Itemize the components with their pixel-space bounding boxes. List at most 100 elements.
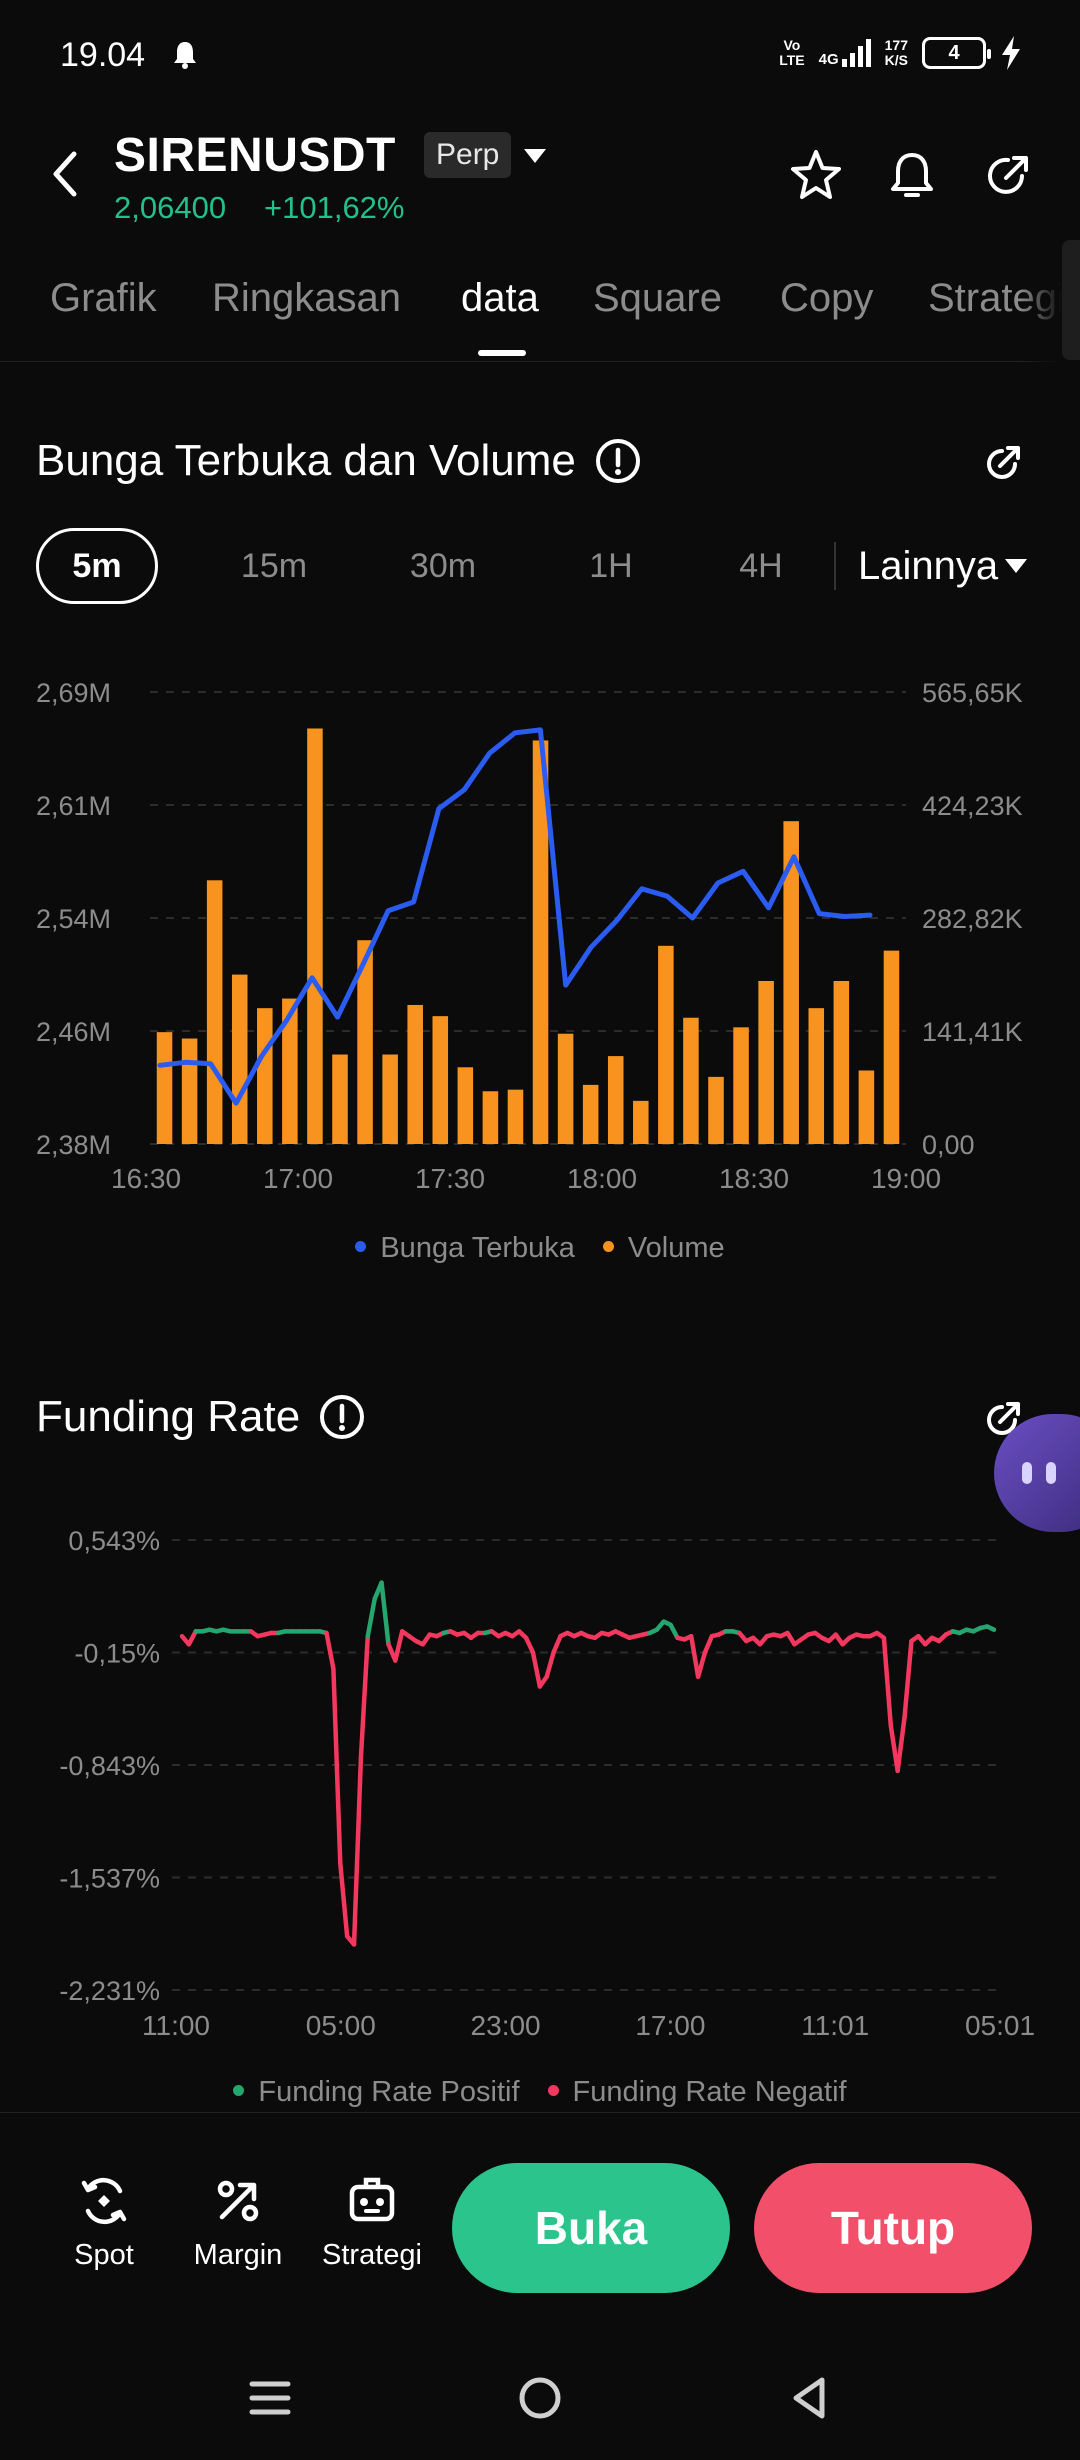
volume-bar [231, 974, 248, 1144]
expand-chart-icon[interactable] [978, 438, 1028, 488]
recents-menu-icon[interactable] [240, 2368, 300, 2428]
volume-bar [482, 1091, 499, 1144]
strategy-button[interactable]: Strategi [312, 2173, 432, 2272]
volume-bar [407, 1004, 423, 1144]
margin-icon [217, 2180, 259, 2222]
tab-copy[interactable]: Copy [780, 276, 874, 320]
volume-bar [257, 1008, 273, 1144]
scroll-grip [1062, 240, 1080, 360]
caret-down-icon[interactable] [522, 146, 548, 166]
volume-bar [282, 998, 298, 1144]
interval-divider [834, 542, 836, 590]
y-left-tick-label: 2,46M [36, 1017, 111, 1047]
clock: 19.04 [60, 36, 146, 74]
symbol-title[interactable]: SIRENUSDT [114, 129, 396, 182]
expand-chart-icon[interactable] [978, 1394, 1028, 1444]
interval-4h[interactable]: 4H [739, 547, 783, 585]
network-indicator: 4G [819, 39, 871, 67]
charging-bolt-icon [1002, 36, 1020, 70]
x-tick-label: 19:00 [871, 1163, 941, 1194]
legend-funding-negative: Funding Rate Negatif [547, 2076, 847, 2109]
tab-data[interactable]: data [461, 276, 539, 320]
interval-1h[interactable]: 1H [589, 547, 633, 585]
y-tick-label: -0,843% [59, 1751, 160, 1781]
funding-rate-segment [365, 1596, 377, 1639]
volte-indicator: Vo LTE [779, 37, 805, 68]
y-tick-label: -2,231% [59, 1976, 160, 2006]
funding-rate-segment [551, 1633, 563, 1655]
speed-indicator: 177 K/S [884, 37, 908, 68]
y-left-tick-label: 2,69M [36, 678, 111, 708]
x-tick-label: 23:00 [471, 2010, 541, 2041]
open-position-button[interactable]: Buka [452, 2163, 730, 2293]
spot-button[interactable]: Spot [44, 2173, 164, 2272]
bell-icon[interactable] [882, 146, 942, 206]
funding-rate-segment [338, 1861, 350, 1939]
volume-bar [582, 1084, 599, 1144]
x-tick-label: 18:30 [719, 1163, 789, 1194]
more-label: Lainnya [858, 544, 999, 588]
share-icon[interactable] [978, 146, 1038, 206]
bottom-action-bar: Spot Margin Strategi Buka Tutup [0, 2112, 1080, 2332]
close-position-button[interactable]: Tutup [754, 2163, 1032, 2293]
tab-ringkasan[interactable]: Ringkasan [212, 276, 402, 320]
volume-bar [532, 740, 549, 1144]
spot-icon [81, 2177, 127, 2225]
x-tick-label: 05:01 [965, 2010, 1035, 2041]
volume-bar [683, 1017, 699, 1144]
x-tick-label: 11:00 [142, 2010, 210, 2041]
signal-icon [841, 39, 871, 67]
margin-button[interactable]: Margin [178, 2173, 298, 2272]
volume-bar [758, 980, 774, 1144]
funding-rate-segment [984, 1624, 997, 1632]
legend-funding-positive: Funding Rate Positif [233, 2076, 520, 2109]
volume-bar [733, 1027, 749, 1144]
volume-bar [783, 821, 799, 1144]
more-intervals-button[interactable]: Lainnya [858, 528, 1028, 604]
funding-rate-segment [530, 1650, 543, 1689]
funding-rate-chart: 0,543% -0,15% -0,843% -1,537% -2,231% 11:00 05… [59, 1526, 1035, 2041]
caret-down-icon [1005, 559, 1028, 573]
volume-bar [833, 980, 850, 1144]
y-left-tick-label: 2,54M [36, 904, 111, 934]
volume-bar [307, 728, 323, 1144]
fr-section-title: Funding Rate [36, 1392, 366, 1442]
star-icon[interactable] [786, 146, 846, 206]
last-price: 2,06400 [114, 190, 227, 225]
funding-rate-segment [668, 1622, 680, 1641]
info-icon[interactable] [594, 437, 642, 485]
interval-15m[interactable]: 15m [240, 547, 308, 585]
funding-rate-segment [331, 1666, 343, 1866]
volume-bar [557, 1033, 574, 1144]
fr-title-text: Funding Rate [36, 1392, 301, 1441]
tab-grafik[interactable]: Grafik [50, 276, 157, 320]
back-triangle-icon[interactable] [780, 2368, 840, 2428]
legend-volume: Volume [602, 1232, 725, 1265]
funding-rate-segment [324, 1630, 336, 1671]
home-circle-icon[interactable] [510, 2368, 570, 2428]
robot-icon [349, 2177, 395, 2222]
header: SIRENUSDT Perp 2,06400 +101,62% [0, 120, 1080, 240]
funding-rate-segment [393, 1629, 405, 1663]
fr-legend: Funding Rate Positif Funding Rate Negati… [0, 2076, 1080, 2109]
interval-5m[interactable]: 5m [36, 528, 158, 604]
open-interest-line [157, 727, 873, 1106]
y-tick-label: -1,537% [59, 1864, 160, 1894]
floating-assistant-bubble[interactable] [994, 1414, 1080, 1532]
funding-rate-segment [702, 1633, 715, 1655]
active-tab-indicator [478, 350, 526, 356]
volume-bar [457, 1067, 474, 1144]
tab-square[interactable]: Square [593, 276, 722, 320]
oi-volume-chart: 2,69M 565,65K 2,61M 424,23K 2,54M 282,82K 2,46… [36, 678, 1023, 1194]
info-icon[interactable] [318, 1393, 366, 1441]
funding-rate-segment [523, 1635, 536, 1655]
funding-rate-segment [544, 1650, 556, 1680]
funding-rate-segment [881, 1635, 894, 1728]
volume-bar [507, 1089, 524, 1144]
funding-rate-segment [902, 1638, 914, 1720]
funding-rate-segment [895, 1715, 907, 1774]
perp-badge[interactable]: Perp [424, 132, 512, 178]
interval-30m[interactable]: 30m [409, 547, 477, 585]
back-arrow-icon[interactable] [44, 146, 92, 202]
volume-bar [181, 1038, 198, 1144]
